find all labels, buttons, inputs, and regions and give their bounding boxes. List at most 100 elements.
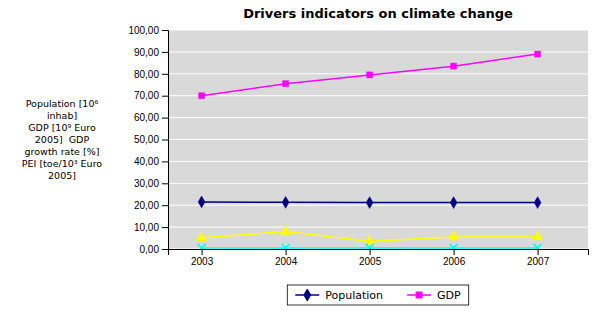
title: Drivers indicators on climate change: [243, 6, 513, 21]
marker: [451, 63, 457, 69]
tick-mark: [162, 96, 168, 97]
marker: [282, 196, 289, 208]
tick-label: 10,00: [134, 222, 159, 233]
tick-mark: [162, 183, 168, 184]
marker: [198, 196, 205, 208]
grid-line: [168, 205, 588, 206]
legend: Population GDP: [287, 285, 468, 305]
grid-line: [168, 30, 588, 31]
y-axis-label-line: GDP [10⁹ Euro: [28, 122, 96, 133]
legend-marker: [304, 289, 311, 301]
grid-line: [168, 161, 588, 162]
tick-mark: [162, 118, 168, 119]
marker: [366, 244, 374, 249]
series-line: [202, 54, 538, 96]
grid-line: [168, 227, 588, 228]
marker: [198, 244, 206, 249]
tick-label: 2007: [527, 256, 550, 267]
tick: 2007: [527, 249, 550, 267]
tick: 2006: [443, 249, 466, 267]
grid: [168, 30, 588, 249]
tick: 60,00: [134, 112, 168, 123]
legend-item: GDP: [407, 289, 461, 302]
grid-line: [168, 183, 588, 184]
tick-mark: [162, 227, 168, 228]
marker: [449, 231, 459, 240]
tick: 100,00: [128, 25, 168, 36]
series-group: [197, 51, 543, 249]
tick-mark: [162, 30, 168, 31]
marker: [199, 93, 205, 99]
y-axis-label-line: Population [10⁶: [26, 98, 99, 109]
tick-mark: [454, 249, 455, 255]
axis-line: [169, 250, 589, 256]
markers: [198, 244, 542, 249]
legend-label: Population: [325, 289, 383, 302]
tick-mark: [286, 249, 287, 255]
tick: 50,00: [134, 134, 168, 145]
marker: [283, 81, 289, 87]
tick-label: 2005: [359, 256, 382, 267]
tick: 2003: [191, 249, 214, 267]
legend-label: GDP: [437, 289, 461, 302]
markers: [198, 196, 541, 208]
tick: 2004: [275, 249, 298, 267]
y-axis-label: Population [10⁶inhab]GDP [10⁹ Euro2005] …: [22, 98, 102, 181]
legend-frame: [287, 285, 468, 305]
grid-line: [168, 139, 588, 140]
tick-label: 2004: [275, 256, 298, 267]
tick-label: 30,00: [134, 178, 159, 189]
tick: 40,00: [134, 156, 168, 167]
tick-mark: [370, 249, 371, 255]
tick-mark: [162, 249, 168, 250]
chart: 0,00 10,00 20,00 30,00 40,00 50,00 60,00 70,00 8…: [0, 0, 606, 311]
legend-marker: [416, 292, 422, 298]
tick-label: 100,00: [128, 25, 159, 36]
tick-mark: [162, 161, 168, 162]
plot-background: [168, 30, 588, 249]
x-axis: 2003 2004 2005 2006 2007: [169, 249, 589, 267]
tick-label: 20,00: [134, 200, 159, 211]
tick-label: 50,00: [134, 134, 159, 145]
tick: 0,00: [140, 244, 168, 255]
tick-label: 80,00: [134, 69, 159, 80]
tick-mark: [162, 140, 168, 141]
axis-line: [162, 31, 169, 250]
y-axis-label-line: growth rate [%]: [25, 146, 100, 157]
tick: 10,00: [134, 222, 168, 233]
tick: 70,00: [134, 90, 168, 101]
marker: [282, 244, 290, 249]
tick-label: 2003: [191, 256, 214, 267]
marker: [533, 231, 543, 240]
tick: 90,00: [134, 47, 168, 58]
tick-mark: [162, 74, 168, 75]
tick-label: 0,00: [140, 244, 160, 255]
marker: [535, 51, 541, 57]
marker: [365, 236, 375, 245]
tick-mark: [162, 205, 168, 206]
marker: [281, 226, 291, 235]
y-axis-label-line: 2005] GDP: [35, 134, 90, 145]
tick-mark: [538, 249, 539, 255]
marker: [450, 197, 457, 209]
markers: [197, 226, 543, 245]
y-axis-label-line: 2005]: [48, 170, 76, 181]
markers: [199, 51, 541, 99]
y-axis: 0,00 10,00 20,00 30,00 40,00 50,00 60,00 70,00 8…: [128, 25, 168, 255]
tick: 80,00: [134, 69, 168, 80]
marker: [197, 232, 207, 241]
plot: 0,00 10,00 20,00 30,00 40,00 50,00 60,00 70,00 8…: [128, 25, 588, 267]
marker: [367, 72, 373, 78]
legend-item: Population: [295, 289, 383, 302]
tick-label: 90,00: [134, 47, 159, 58]
grid-line: [168, 51, 588, 52]
y-axis-label-line: inhab]: [47, 110, 77, 121]
marker: [534, 244, 542, 249]
tick-mark: [162, 52, 168, 53]
tick-label: 40,00: [134, 156, 159, 167]
tick-label: 2006: [443, 256, 466, 267]
tick: 20,00: [134, 200, 168, 211]
grid-line: [168, 117, 588, 118]
marker: [366, 197, 373, 209]
y-axis-label-line: PEI [toe/10³ Euro: [22, 158, 102, 169]
